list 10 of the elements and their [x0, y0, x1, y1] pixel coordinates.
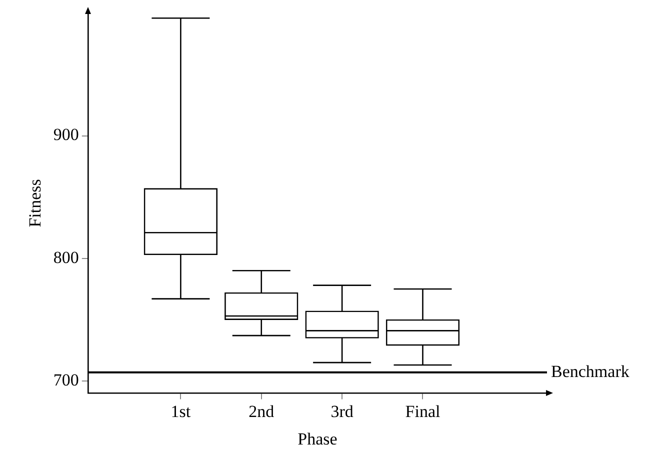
x-axis-title: Phase — [298, 429, 338, 448]
x-tick-label: 2nd — [248, 402, 275, 421]
y-axis-title: Fitness — [26, 179, 45, 228]
x-tick-label: Final — [405, 402, 440, 421]
y-tick-label: 700 — [53, 370, 79, 390]
x-tick-label: 1st — [170, 402, 191, 421]
y-tick-label: 900 — [53, 125, 79, 144]
ref-line-label: Benchmark — [551, 362, 630, 381]
x-tick-label: 3rd — [330, 402, 354, 421]
y-tick-label: 800 — [53, 248, 79, 267]
